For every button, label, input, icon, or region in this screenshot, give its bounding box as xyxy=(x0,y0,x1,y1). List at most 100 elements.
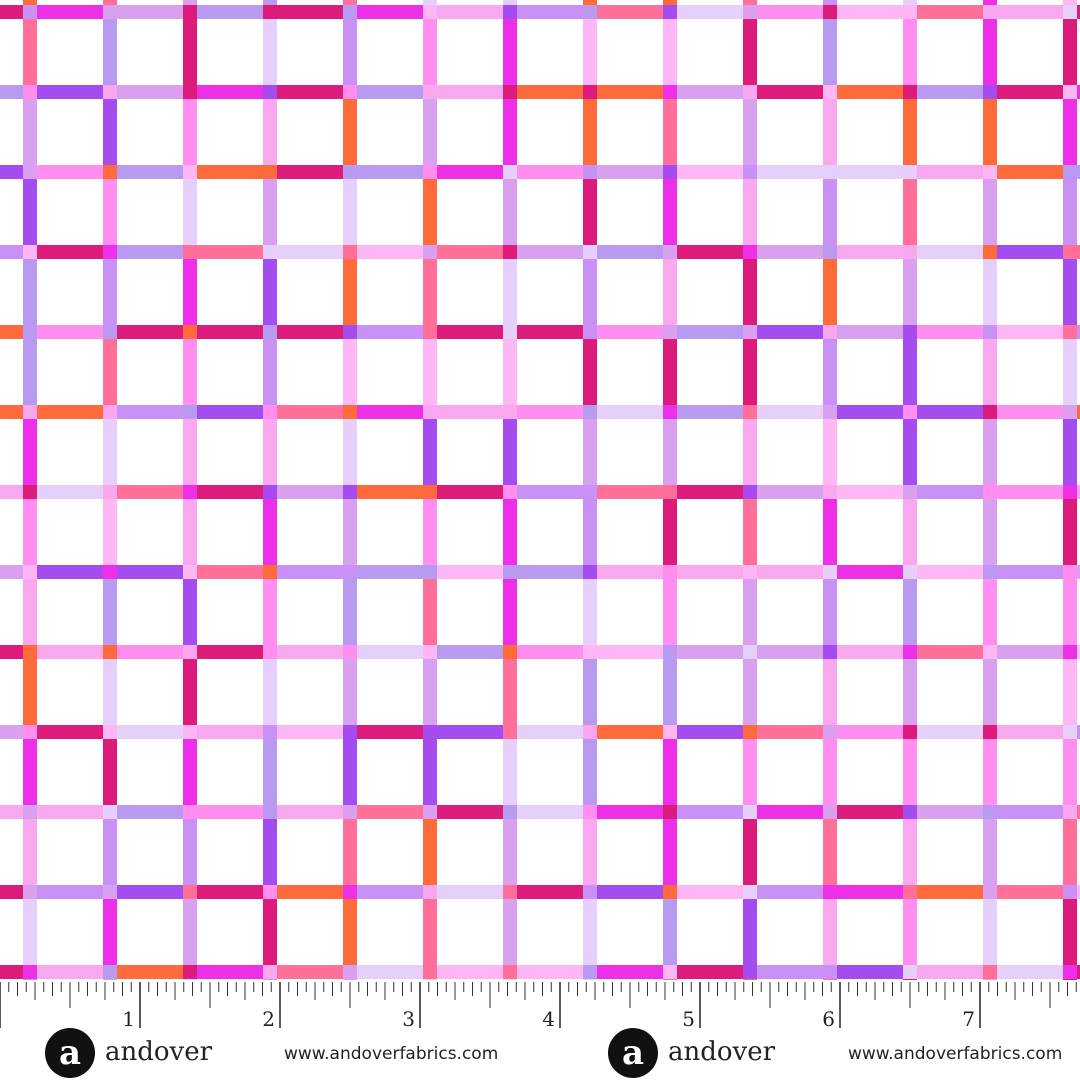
stripe xyxy=(983,659,997,725)
stripe xyxy=(423,0,437,5)
crossing xyxy=(503,565,517,579)
stripe xyxy=(357,645,423,659)
crossing xyxy=(663,485,677,499)
crossing xyxy=(183,405,197,419)
stripe xyxy=(343,19,357,85)
ruler-label: 5 xyxy=(682,1007,695,1031)
stripe xyxy=(503,259,517,325)
stripe xyxy=(743,19,757,85)
stripe xyxy=(917,165,983,179)
stripe xyxy=(823,179,837,245)
stripe xyxy=(917,885,983,899)
stripe xyxy=(583,179,597,245)
stripe xyxy=(743,259,757,325)
url: www.andoverfabrics.com xyxy=(284,1044,498,1064)
crossing xyxy=(343,645,357,659)
stripe xyxy=(517,5,583,19)
stripe xyxy=(183,179,197,245)
crossing xyxy=(263,5,277,19)
stripe xyxy=(277,405,343,419)
stripe xyxy=(103,19,117,85)
stripe xyxy=(903,899,917,965)
crossing xyxy=(183,245,197,259)
crossing xyxy=(823,645,837,659)
stripe xyxy=(503,0,517,5)
crossing xyxy=(903,405,917,419)
stripe xyxy=(117,805,183,819)
stripe xyxy=(103,0,117,5)
crossing xyxy=(743,245,757,259)
stripe xyxy=(517,325,583,339)
stripe xyxy=(37,325,103,339)
crossing xyxy=(503,245,517,259)
stripe xyxy=(983,19,997,85)
plaid-pattern xyxy=(0,0,1080,980)
stripe xyxy=(837,325,903,339)
stripe xyxy=(1063,739,1077,805)
stripe xyxy=(663,99,677,165)
stripe xyxy=(1077,245,1080,259)
stripe xyxy=(583,419,597,485)
stripe xyxy=(103,819,117,885)
crossing xyxy=(503,805,517,819)
crossing xyxy=(823,5,837,19)
stripe xyxy=(103,899,117,965)
ruler-label: 7 xyxy=(962,1007,975,1031)
stripe xyxy=(357,885,423,899)
crossing xyxy=(983,645,997,659)
stripe xyxy=(997,885,1063,899)
stripe xyxy=(583,579,597,645)
stripe xyxy=(757,165,823,179)
stripe xyxy=(503,339,517,405)
stripe xyxy=(677,645,743,659)
brand: andover xyxy=(668,1037,776,1067)
stripe xyxy=(517,165,583,179)
stripe xyxy=(103,579,117,645)
stripe xyxy=(1077,85,1080,99)
stripe xyxy=(597,885,663,899)
crossing xyxy=(983,325,997,339)
stripe xyxy=(983,499,997,565)
crossing xyxy=(263,485,277,499)
crossing xyxy=(1063,645,1077,659)
stripe xyxy=(277,725,343,739)
stripe xyxy=(757,885,823,899)
stripe xyxy=(823,339,837,405)
crossing xyxy=(183,485,197,499)
stripe xyxy=(837,725,903,739)
stripe xyxy=(903,19,917,85)
stripe xyxy=(1077,645,1080,659)
crossing xyxy=(23,565,37,579)
crossing xyxy=(663,565,677,579)
stripe xyxy=(423,899,437,965)
crossing xyxy=(423,965,437,979)
stripe xyxy=(183,579,197,645)
stripe xyxy=(663,0,677,5)
crossing xyxy=(823,245,837,259)
logo-glyph: a xyxy=(59,1033,81,1073)
stripe xyxy=(983,979,997,980)
crossing xyxy=(1063,245,1077,259)
stripe xyxy=(183,819,197,885)
stripe xyxy=(583,339,597,405)
stripe xyxy=(277,885,343,899)
stripe xyxy=(37,805,103,819)
stripe xyxy=(823,99,837,165)
stripe xyxy=(357,165,423,179)
stripe xyxy=(743,419,757,485)
stripe xyxy=(597,645,663,659)
stripe xyxy=(503,819,517,885)
stripe xyxy=(103,99,117,165)
stripe xyxy=(423,19,437,85)
crossing xyxy=(343,245,357,259)
crossing xyxy=(823,405,837,419)
crossing xyxy=(423,485,437,499)
crossing xyxy=(1063,805,1077,819)
crossing xyxy=(823,485,837,499)
stripe xyxy=(903,659,917,725)
stripe xyxy=(1063,99,1077,165)
stripe xyxy=(117,5,183,19)
stripe xyxy=(263,19,277,85)
stripe xyxy=(0,725,23,739)
